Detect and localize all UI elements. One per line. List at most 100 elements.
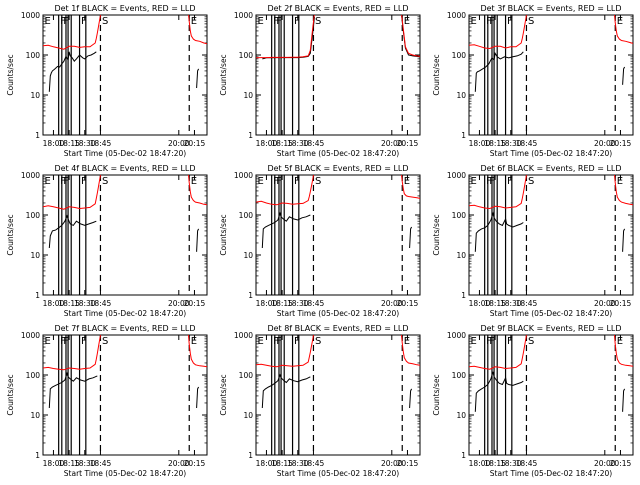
events-series-line [262,16,315,60]
x-tick-label: 18:45 [90,139,112,148]
events-series-line [409,226,413,249]
detector-panel: Det 3f BLACK = Events, RED = LLD 1 10 100 10… [426,0,639,160]
y-tick-label: 10 [456,411,466,420]
x-tick-label: 18:00 [43,299,65,308]
x-tick-label: 20:15 [610,299,632,308]
events-series-line [196,228,200,252]
event-marker-label: F [60,16,66,27]
lld-series-line [187,175,207,206]
y-tick-label: 1000 [21,11,40,20]
x-tick-label: 20:15 [610,139,632,148]
y-axis-label: Counts/sec [432,54,441,95]
lld-series-line [43,175,102,210]
event-marker-label: E [617,16,623,27]
y-axis-label: Counts/sec [432,214,441,255]
chart-svg: Det 8f BLACK = Events, RED = LLD 1 10 100 10… [219,324,421,478]
event-marker-label: E [45,16,51,27]
y-tick-label: 1000 [21,331,40,340]
y-tick-label: 1000 [447,331,466,340]
x-tick-label: 18:45 [303,299,325,308]
detector-panel: Det 6f BLACK = Events, RED = LLD 1 10 100 10… [426,160,639,320]
lld-series-line [401,175,420,199]
lld-series-line [469,15,528,50]
event-marker-label: F [486,336,492,347]
y-tick-label: 10 [456,91,466,100]
event-marker-label: F [294,16,300,27]
event-marker-label: S [315,16,321,27]
x-tick-label: 18:15 [484,139,506,148]
x-axis-label: Start Time (05-Dec-02 18:47:20) [490,469,612,478]
chart-svg: Det 1f BLACK = Events, RED = LLD 1 10 100 10… [6,4,208,158]
x-tick-label: 20:15 [184,459,206,468]
y-axis-label: Counts/sec [219,374,228,415]
events-series-line [48,51,97,92]
x-tick-label: 20:00 [168,459,190,468]
x-tick-label: 18:15 [58,299,80,308]
events-series-line [196,386,200,409]
x-tick-label: 20:00 [594,139,616,148]
event-marker-label: E [258,176,264,187]
plot-frame [468,334,634,456]
y-axis-label: Counts/sec [6,214,15,255]
x-tick-label: 18:00 [256,459,278,468]
chart-title: Det 8f BLACK = Events, RED = LLD [267,324,408,333]
x-tick-label: 18:45 [90,459,112,468]
event-marker-label: S [528,336,534,347]
y-axis-label: Counts/sec [6,374,15,415]
event-marker-label: E [191,176,197,187]
events-series-line [261,211,311,249]
detector-panel: Det 7f BLACK = Events, RED = LLD 1 10 100 10… [0,320,213,480]
event-marker-label: S [528,176,534,187]
y-tick-label: 10 [30,251,40,260]
event-marker-label: E [617,176,623,187]
lld-series-line [256,15,315,59]
x-axis-label: Start Time (05-Dec-02 18:47:20) [277,309,399,318]
detector-panel: Det 1f BLACK = Events, RED = LLD 1 10 100 10… [0,0,213,160]
y-tick-label: 1 [35,451,40,460]
x-tick-label: 18:00 [469,459,491,468]
chart-title: Det 7f BLACK = Events, RED = LLD [54,324,195,333]
plot-frame [42,174,208,296]
y-tick-label: 10 [456,251,466,260]
events-series-line [622,388,626,412]
lld-series-line [256,175,315,206]
event-marker-label: E [404,176,410,187]
x-tick-label: 20:15 [397,139,419,148]
plot-frame [42,14,208,136]
y-tick-label: 10 [30,411,40,420]
event-marker-label: F [81,176,87,187]
x-tick-label: 18:15 [484,299,506,308]
event-marker-label: F [60,176,66,187]
x-tick-label: 18:15 [271,459,293,468]
x-tick-label: 18:00 [469,139,491,148]
y-tick-label: 10 [243,91,253,100]
event-marker-label: S [102,176,108,187]
event-marker-label: F [294,176,300,187]
event-marker-label: E [404,16,410,27]
x-tick-label: 20:00 [381,139,403,148]
y-tick-label: 1000 [234,171,253,180]
events-series-line [48,371,98,409]
chart-svg: Det 6f BLACK = Events, RED = LLD 1 10 100 10… [432,164,634,318]
event-marker-label: S [315,176,321,187]
event-marker-label: F [486,16,492,27]
x-tick-label: 18:15 [58,459,80,468]
x-tick-label: 18:15 [484,459,506,468]
x-tick-label: 18:00 [469,299,491,308]
x-tick-label: 18:45 [516,459,538,468]
event-marker-label: F [273,176,279,187]
y-axis-label: Counts/sec [432,374,441,415]
x-tick-label: 20:00 [381,459,403,468]
chart-title: Det 4f BLACK = Events, RED = LLD [54,164,195,173]
x-tick-label: 18:45 [516,139,538,148]
lld-series-line [469,335,528,370]
y-tick-label: 100 [26,51,41,60]
x-axis-label: Start Time (05-Dec-02 18:47:20) [64,149,186,158]
detector-panel: Det 4f BLACK = Events, RED = LLD 1 10 100 10… [0,160,213,320]
y-tick-label: 10 [30,91,40,100]
x-tick-label: 18:30 [500,459,522,468]
x-axis-label: Start Time (05-Dec-02 18:47:20) [490,309,612,318]
events-series-line [622,228,626,252]
x-tick-label: 18:30 [500,299,522,308]
